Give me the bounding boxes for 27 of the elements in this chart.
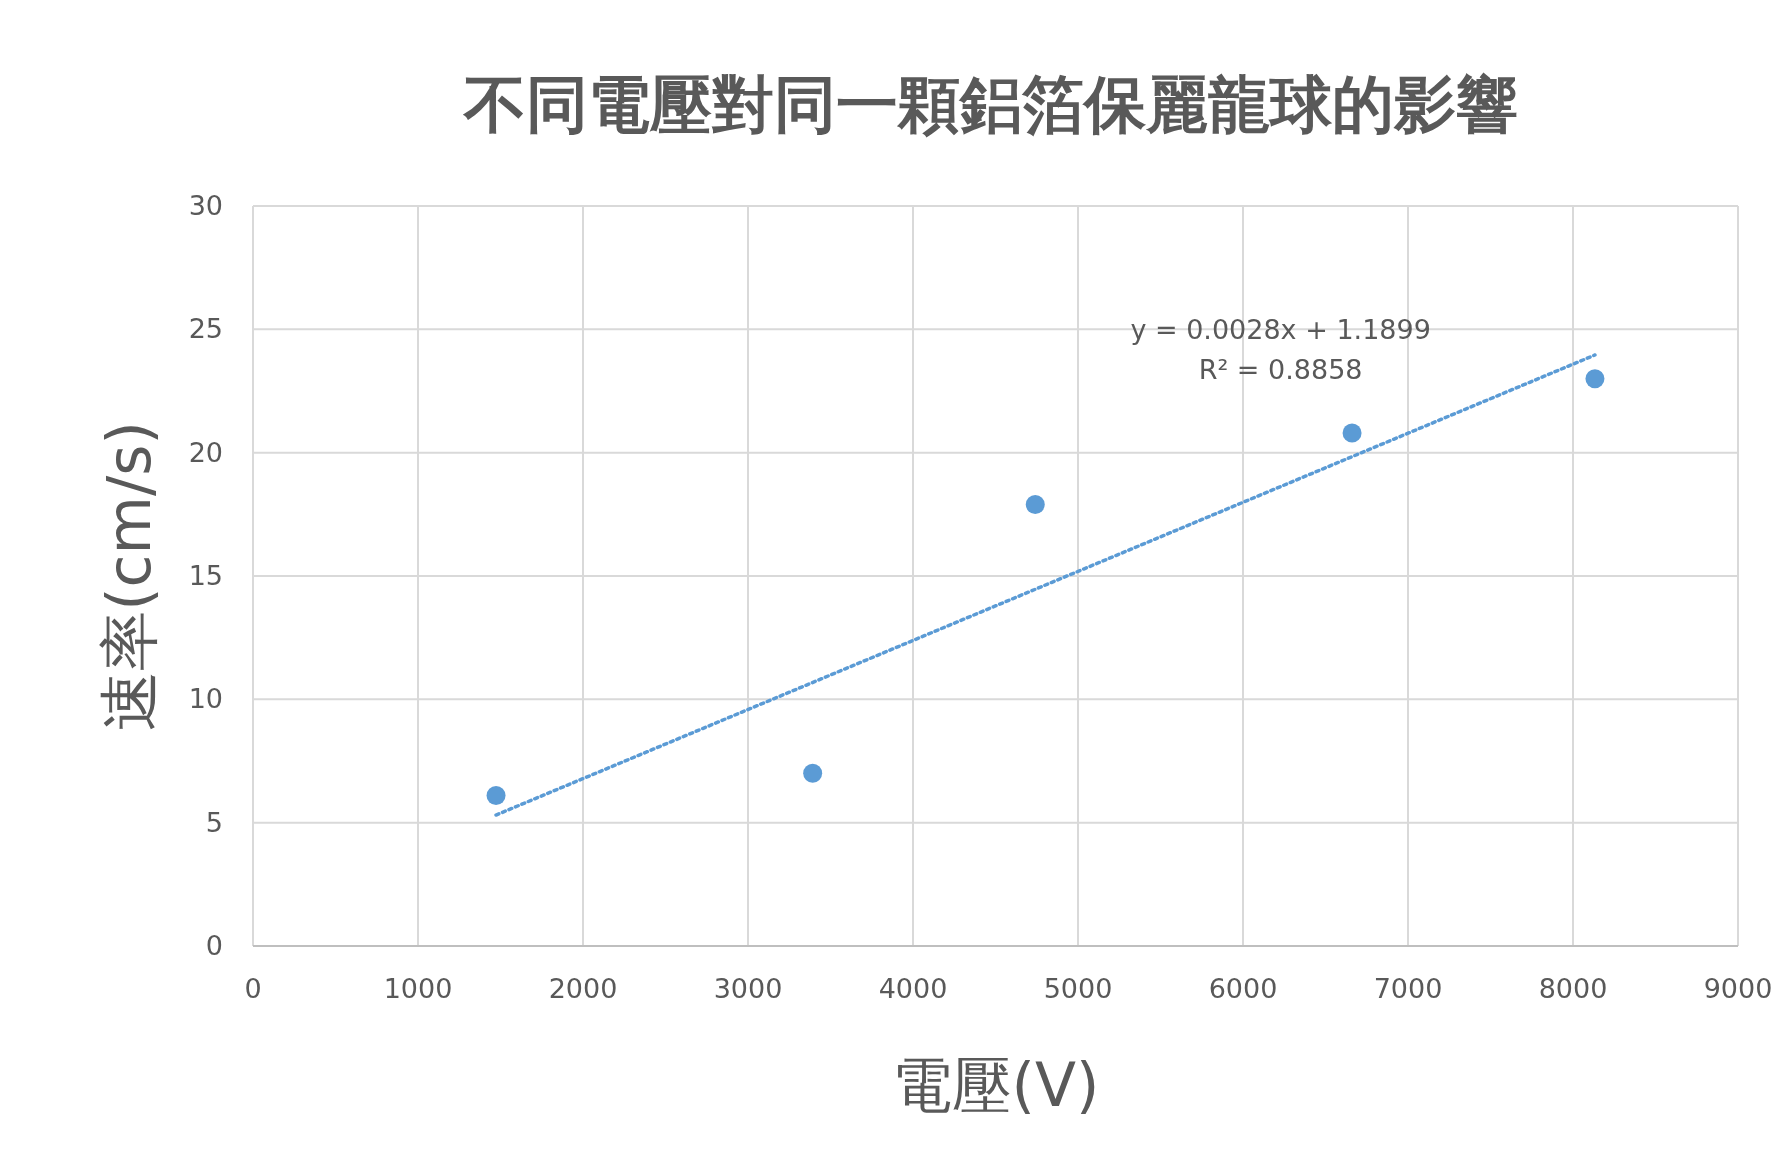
point	[803, 763, 823, 783]
y-tick-label: 20	[188, 436, 223, 468]
annotation: y = 0.0028x + 1.1899	[1130, 314, 1431, 345]
x-tick-label: 8000	[1538, 973, 1608, 1004]
chart-title: 不同電壓對同一顆鋁箔保麗龍球的影響	[461, 68, 1518, 141]
y-axis-title: 速率(cm/s)	[94, 421, 164, 731]
x-tick-label: 0	[244, 973, 262, 1004]
point	[1025, 494, 1045, 514]
x-tick-label: 5000	[1043, 973, 1113, 1004]
x-tick-label: 9000	[1703, 973, 1773, 1004]
y-tick-label: 25	[188, 313, 223, 345]
point	[1585, 369, 1605, 389]
y-tick-label: 15	[188, 560, 223, 591]
y-tick-label: 10	[188, 683, 223, 715]
x-tick-label: 3000	[713, 973, 783, 1004]
x-tick-label: 2000	[548, 973, 618, 1004]
y-tick-label: 5	[205, 806, 223, 838]
y-tick-label: 0	[205, 930, 223, 961]
x-tick-label: 7000	[1373, 973, 1443, 1004]
annotation: R² = 0.8858	[1198, 354, 1363, 385]
x-tick-label: 1000	[383, 973, 453, 1004]
y-tick-label: 30	[188, 190, 223, 221]
x-tick-label: 4000	[878, 973, 948, 1004]
x-axis-title: 電壓(V)	[891, 1050, 1100, 1120]
point	[1342, 423, 1362, 443]
point	[486, 786, 506, 806]
x-tick-label: 6000	[1208, 973, 1278, 1004]
